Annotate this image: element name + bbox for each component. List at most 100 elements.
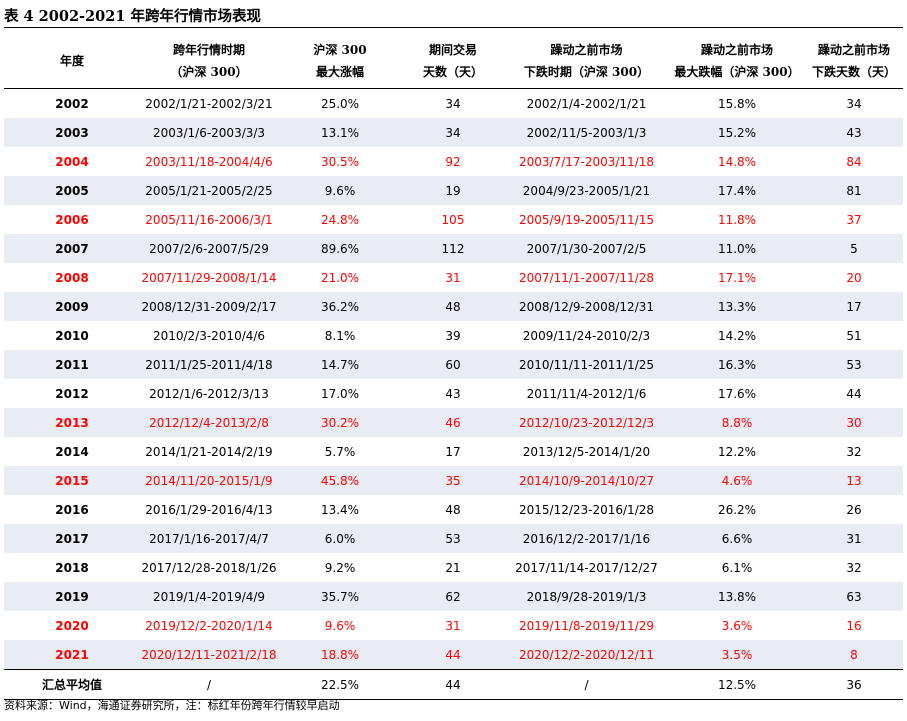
table-row: 2014 2014/1/21-2014/2/19 5.7% 17 2013/12/5-2… xyxy=(4,437,903,466)
cell-pre-decline-period: 2019/11/8-2019/11/29 xyxy=(518,618,655,633)
cell-max-drop: 16.3% xyxy=(669,350,805,379)
table-row: 2005 2005/1/21-2005/2/25 9.6% 19 2004/9/23-2… xyxy=(4,176,903,205)
cell-trading-days: 21 xyxy=(445,560,461,575)
cell-trading-days: 34 xyxy=(402,118,504,147)
cell-pre-decline-period: 2017/11/14-2017/12/27 xyxy=(515,560,658,575)
cell-year: 2011 xyxy=(4,350,140,379)
cell-rally-period: 2005/11/16-2006/3/1 xyxy=(145,212,273,227)
market-performance-table: 年度 跨年行情时期 （沪深 300） 沪深 300 最大涨幅 期间交易 天数（天） 躁… xyxy=(4,33,903,700)
cell-decline-days: 30 xyxy=(805,408,903,437)
cell-pre-decline-period: 2002/1/4-2002/1/21 xyxy=(526,96,647,111)
cell-pre-decline-period: 2020/12/2-2020/12/11 xyxy=(504,640,669,670)
cell-max-gain: 45.8% xyxy=(278,466,402,495)
cell-rally-period: 2014/11/20-2015/1/9 xyxy=(140,466,278,495)
cell-max-gain: 9.6% xyxy=(324,618,356,633)
header-rally-period: 跨年行情时期 （沪深 300） xyxy=(140,33,278,89)
cell-max-gain: 25.0% xyxy=(320,96,360,111)
cell-rally-period: 2005/1/21-2005/2/25 xyxy=(140,176,278,205)
cell-pre-decline-period: 2018/9/28-2019/1/3 xyxy=(504,582,669,611)
cell-pre-decline-period: / xyxy=(504,669,669,700)
cell-year: 2004 xyxy=(55,154,89,169)
cell-max-drop: 15.2% xyxy=(669,118,805,147)
cell-pre-decline-period: 2007/1/30-2007/2/5 xyxy=(504,234,669,263)
cell-max-drop: 11.0% xyxy=(669,234,805,263)
header-row: 年度 跨年行情时期 （沪深 300） 沪深 300 最大涨幅 期间交易 天数（天） 躁… xyxy=(4,33,903,89)
cell-rally-period: 2017/1/16-2017/4/7 xyxy=(140,524,278,553)
cell-max-drop: 3.6% xyxy=(721,618,753,633)
cell-rally-period: 2011/1/25-2011/4/18 xyxy=(140,350,278,379)
cell-decline-days: 36 xyxy=(805,669,903,700)
cell-trading-days: 60 xyxy=(402,350,504,379)
cell-max-drop: 11.8% xyxy=(717,212,757,227)
cell-decline-days: 53 xyxy=(805,350,903,379)
cell-trading-days: 44 xyxy=(402,640,504,670)
cell-rally-period: 2007/2/6-2007/5/29 xyxy=(140,234,278,263)
cell-rally-period: 2012/1/6-2012/3/13 xyxy=(149,386,269,401)
cell-max-gain: 6.0% xyxy=(278,524,402,553)
cell-trading-days: 92 xyxy=(445,154,461,169)
cell-max-gain: 17.0% xyxy=(320,386,360,401)
cell-trading-days: 31 xyxy=(445,618,461,633)
cell-decline-days: 63 xyxy=(805,582,903,611)
cell-decline-days: 17 xyxy=(805,292,903,321)
cell-pre-decline-period: 2016/12/2-2017/1/16 xyxy=(504,524,669,553)
cell-max-drop: 15.8% xyxy=(717,96,757,111)
cell-year: 2003 xyxy=(4,118,140,147)
header-pre-decline-period: 躁动之前市场 下跌时期（沪深 300） xyxy=(504,33,669,89)
cell-rally-period: 2020/12/11-2021/2/18 xyxy=(140,640,278,670)
header-max-drop: 躁动之前市场 最大跌幅（沪深 300） xyxy=(669,33,805,89)
table-row: 2017 2017/1/16-2017/4/7 6.0% 53 2016/12/2-20… xyxy=(4,524,903,553)
cell-year: 2005 xyxy=(4,176,140,205)
header-trading-days: 期间交易 天数（天） xyxy=(402,33,504,89)
cell-pre-decline-period: 2009/11/24-2010/2/3 xyxy=(522,328,651,343)
cell-year: 2014 xyxy=(55,444,89,459)
cell-trading-days: 53 xyxy=(402,524,504,553)
cell-decline-days: 51 xyxy=(846,328,862,343)
cell-pre-decline-period: 2007/11/1-2007/11/28 xyxy=(518,270,655,285)
cell-decline-days: 37 xyxy=(846,212,862,227)
cell-year: 2007 xyxy=(4,234,140,263)
cell-pre-decline-period: 2012/10/23-2012/12/3 xyxy=(504,408,669,437)
cell-max-gain: 18.8% xyxy=(278,640,402,670)
cell-year: 2012 xyxy=(55,386,89,401)
table-row: 2019 2019/1/4-2019/4/9 35.7% 62 2018/9/28-20… xyxy=(4,582,903,611)
cell-rally-period: 2003/1/6-2003/3/3 xyxy=(140,118,278,147)
cell-decline-days: 16 xyxy=(846,618,862,633)
cell-max-drop: 13.8% xyxy=(669,582,805,611)
table-row: 2013 2012/12/4-2013/2/8 30.2% 46 2012/10/23-… xyxy=(4,408,903,437)
cell-trading-days: 31 xyxy=(445,270,461,285)
table-row: 2016 2016/1/29-2016/4/13 13.4% 48 2015/12/23… xyxy=(4,495,903,524)
cell-rally-period: 2014/1/21-2014/2/19 xyxy=(145,444,273,459)
cell-max-gain: 35.7% xyxy=(278,582,402,611)
cell-decline-days: 44 xyxy=(846,386,862,401)
cell-max-drop: 4.6% xyxy=(669,466,805,495)
cell-rally-period: 2002/1/21-2002/3/21 xyxy=(145,96,273,111)
table-row: 2004 2003/11/18-2004/4/6 30.5% 92 2003/7/17-… xyxy=(4,147,903,176)
cell-max-gain: 22.5% xyxy=(278,669,402,700)
cell-trading-days: 39 xyxy=(445,328,461,343)
cell-max-gain: 5.7% xyxy=(324,444,356,459)
cell-year: 汇总平均值 xyxy=(4,669,140,700)
table-row: 2010 2010/2/3-2010/4/6 8.1% 39 2009/11/24-20… xyxy=(4,321,903,350)
cell-year: 2010 xyxy=(55,328,89,343)
cell-max-gain: 24.8% xyxy=(320,212,360,227)
cell-trading-days: 48 xyxy=(402,292,504,321)
cell-pre-decline-period: 2013/12/5-2014/1/20 xyxy=(522,444,651,459)
table-row: 2006 2005/11/16-2006/3/1 24.8% 105 2005/9/19… xyxy=(4,205,903,234)
cell-year: 2017 xyxy=(4,524,140,553)
cell-decline-days: 26 xyxy=(846,502,862,517)
cell-decline-days: 5 xyxy=(805,234,903,263)
cell-trading-days: 35 xyxy=(402,466,504,495)
cell-max-gain: 8.1% xyxy=(324,328,356,343)
cell-max-gain: 9.2% xyxy=(324,560,356,575)
cell-year: 2016 xyxy=(55,502,89,517)
table-row: 2018 2017/12/28-2018/1/26 9.2% 21 2017/11/14… xyxy=(4,553,903,582)
cell-max-gain: 36.2% xyxy=(278,292,402,321)
cell-trading-days: 105 xyxy=(441,212,465,227)
cell-max-drop: 8.8% xyxy=(669,408,805,437)
cell-pre-decline-period: 2014/10/9-2014/10/27 xyxy=(504,466,669,495)
table-row: 2021 2020/12/11-2021/2/18 18.8% 44 2020/12/2… xyxy=(4,640,903,670)
table-row: 2020 2019/12/2-2020/1/14 9.6% 31 2019/11/8-2… xyxy=(4,611,903,640)
table-row: 2015 2014/11/20-2015/1/9 45.8% 35 2014/10/9-… xyxy=(4,466,903,495)
cell-max-drop: 14.2% xyxy=(717,328,757,343)
